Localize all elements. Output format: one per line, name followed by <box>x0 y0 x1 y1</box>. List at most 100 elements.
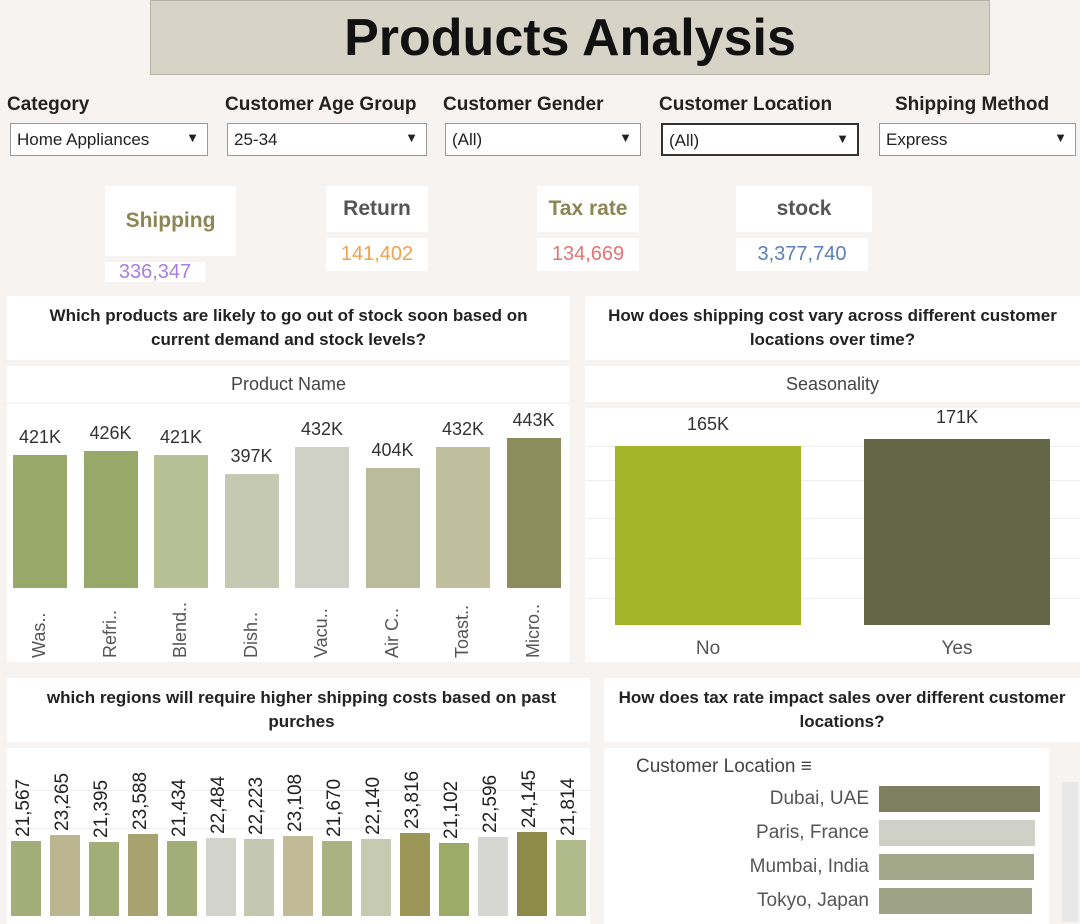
filter-dropdown[interactable]: 25-34 ▼ <box>227 123 427 156</box>
bar[interactable] <box>879 820 1036 846</box>
season-question-panel: How does shipping cost vary across diffe… <box>585 296 1080 360</box>
bar-value-label: 23,816 <box>402 771 423 830</box>
bar-value-label: 22,596 <box>479 775 501 834</box>
bar[interactable] <box>615 445 801 625</box>
bar[interactable] <box>506 438 561 588</box>
gridline <box>7 790 590 791</box>
scrollbar[interactable] <box>1062 782 1078 922</box>
filter-label: Customer Location <box>659 94 833 115</box>
stock-question: Which products are likely to go out of s… <box>49 306 528 349</box>
filter-value: (All) <box>669 131 700 150</box>
bar-value-label: 432K <box>441 418 485 439</box>
x-tick-label: Yes <box>941 638 973 659</box>
x-tick-label: Vacu.. <box>311 608 331 658</box>
stock-header: Product Name <box>7 366 570 402</box>
region-question: which regions will require higher shippi… <box>46 688 557 731</box>
y-tick-label: Mumbai, India <box>749 856 869 877</box>
bar-value-label: 421K <box>18 427 62 448</box>
page-title: Products Analysis <box>150 0 990 75</box>
bar[interactable] <box>224 473 279 588</box>
filter-label: Customer Age Group <box>225 94 417 115</box>
filter-dropdown[interactable]: (All) ▼ <box>661 123 859 156</box>
filter-dropdown[interactable]: Express ▼ <box>879 123 1076 156</box>
gridline <box>585 518 1080 519</box>
gridline <box>585 480 1080 481</box>
x-tick-label: Air C.. <box>381 607 402 658</box>
y-tick-label: Tokyo, Japan <box>757 890 869 911</box>
bar-value-label: 397K <box>230 445 273 466</box>
filter-value: Express <box>886 130 948 149</box>
sort-icon[interactable]: ≡ <box>800 756 812 777</box>
bar[interactable] <box>322 840 353 916</box>
filter-label: Shipping Method <box>895 94 1050 115</box>
bar-value-label: 443K <box>512 410 555 430</box>
bar[interactable] <box>283 835 314 916</box>
bar[interactable] <box>477 837 508 916</box>
filter-label: Category <box>7 94 90 115</box>
filter-value: (All) <box>452 130 483 149</box>
tax-question: How does tax rate impact sales over diff… <box>618 688 1066 731</box>
bar[interactable] <box>88 841 119 916</box>
bar-value-label: 171K <box>935 407 979 427</box>
bar-value-label: 165K <box>686 413 730 434</box>
bar[interactable] <box>879 888 1032 914</box>
kpi-value: 141,402 <box>326 238 428 271</box>
region-question-panel: which regions will require higher shippi… <box>7 678 590 742</box>
tax-question-panel: How does tax rate impact sales over diff… <box>604 678 1080 742</box>
x-tick-label: No <box>695 638 721 659</box>
bar[interactable] <box>11 840 41 916</box>
kpi-label: stock <box>736 186 872 232</box>
x-tick-label: Was.. <box>29 612 49 658</box>
bar[interactable] <box>365 468 420 588</box>
x-tick-label: Dish.. <box>240 611 261 658</box>
x-tick-label: Toast.. <box>452 604 472 658</box>
bar[interactable] <box>436 446 490 588</box>
bar[interactable] <box>555 840 586 916</box>
y-tick-label: Dubai, UAE <box>769 788 869 809</box>
bar[interactable] <box>13 455 67 588</box>
season-header: Seasonality <box>585 366 1080 402</box>
tax-chart: Customer Location ≡ Dubai, UAE Paris, Fra… <box>604 748 1049 924</box>
tax-header: Customer Location ≡ <box>636 756 812 778</box>
gridline <box>585 446 1080 447</box>
kpi-value: 3,377,740 <box>736 238 868 271</box>
bar[interactable] <box>127 833 158 916</box>
bar[interactable] <box>879 786 1040 812</box>
bar-value-label: 21,395 <box>90 779 112 838</box>
season-header-label: Seasonality <box>785 374 880 394</box>
chevron-down-icon: ▼ <box>1054 130 1067 145</box>
bar[interactable] <box>864 439 1050 625</box>
bar[interactable] <box>205 837 236 916</box>
bar-value-label: 23,265 <box>51 772 73 832</box>
bar-value-label: 22,140 <box>363 776 385 835</box>
bar-value-label: 21,814 <box>557 777 579 837</box>
kpi-label: Shipping <box>105 186 236 256</box>
bar[interactable] <box>166 841 197 916</box>
bar[interactable] <box>154 455 208 588</box>
filter-dropdown[interactable]: (All) ▼ <box>445 123 641 156</box>
bar[interactable] <box>83 451 138 588</box>
bar[interactable] <box>295 446 349 588</box>
x-tick-label: Refri.. <box>99 609 120 658</box>
kpi-value: 134,669 <box>537 238 639 271</box>
bar-value-label: 23,108 <box>285 773 307 832</box>
bar[interactable] <box>244 838 275 916</box>
bar[interactable] <box>361 838 392 916</box>
bar[interactable] <box>516 832 547 916</box>
stock-header-label: Product Name <box>230 374 347 394</box>
kpi-value: 336,347 <box>105 262 205 282</box>
filter-value: Home Appliances <box>17 130 150 149</box>
bar-value-label: 22,223 <box>246 776 268 835</box>
gridline <box>585 558 1080 559</box>
filter-dropdown[interactable]: Home Appliances ▼ <box>10 123 208 156</box>
bar[interactable] <box>438 842 469 916</box>
bar[interactable] <box>879 854 1034 880</box>
region-chart: 21,567 23,265 21,395 23,588 21,434 22,484 22,2… <box>7 748 590 924</box>
bar-value-label: 21,567 <box>13 778 34 837</box>
tax-header-label: Customer Location <box>636 756 796 777</box>
bar-value-label: 21,670 <box>324 778 346 837</box>
bar-value-label: 21,102 <box>440 780 462 839</box>
gridline <box>585 598 1080 599</box>
bar[interactable] <box>400 833 430 916</box>
bar[interactable] <box>49 835 80 916</box>
